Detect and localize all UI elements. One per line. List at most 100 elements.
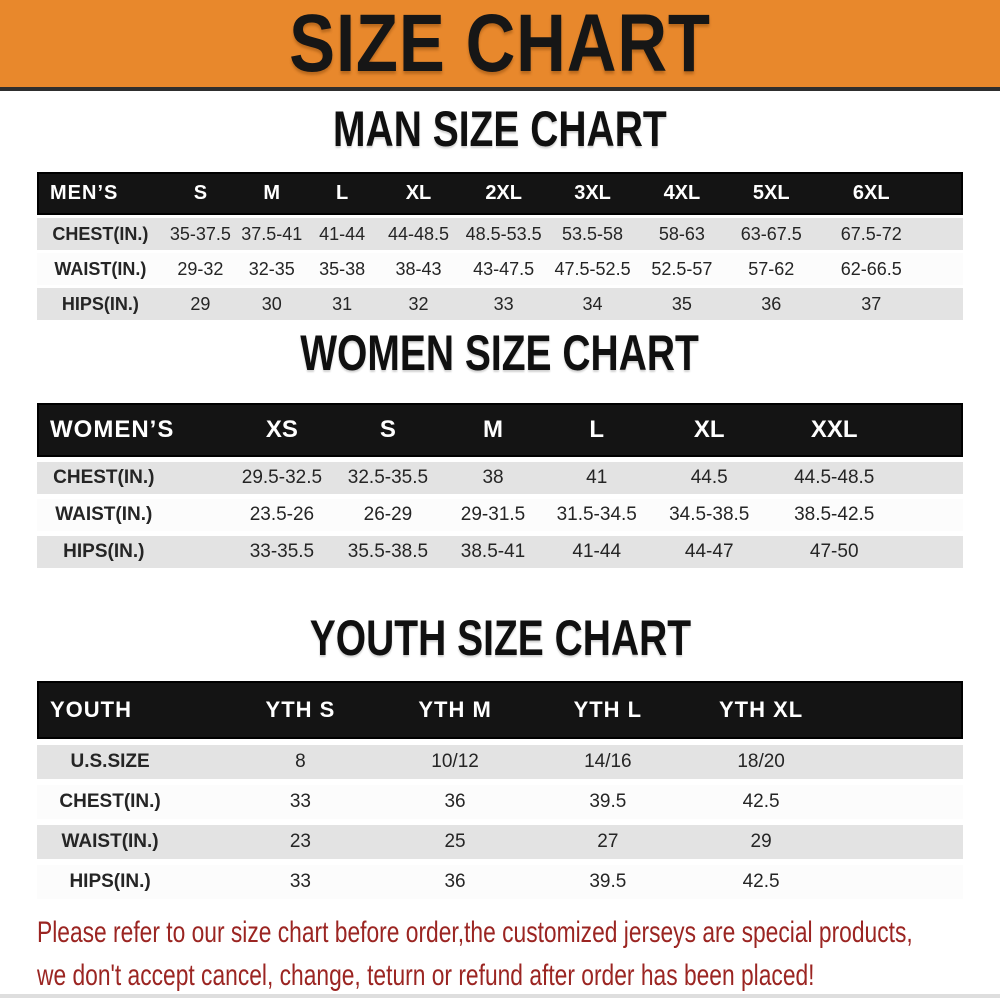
youth-header-label: YOUTH bbox=[37, 681, 223, 739]
size-value: 31 bbox=[306, 288, 378, 320]
size-column-header: 3XL bbox=[548, 172, 637, 215]
size-value: 35-37.5 bbox=[163, 218, 237, 250]
size-value: 44-48.5 bbox=[377, 218, 460, 250]
size-value: 62-66.5 bbox=[815, 253, 927, 285]
row-label: CHEST(IN.) bbox=[37, 218, 164, 250]
size-column-header: S bbox=[334, 403, 442, 457]
size-value: 10/12 bbox=[378, 745, 532, 779]
row-label: U.S.SIZE bbox=[37, 745, 223, 779]
size-column-header: M bbox=[441, 403, 545, 457]
size-value: 23 bbox=[222, 825, 379, 859]
row-label: HIPS(IN.) bbox=[37, 865, 223, 899]
size-value: 41-44 bbox=[544, 536, 650, 568]
size-chart-banner: SIZE CHART bbox=[0, 0, 1000, 91]
size-value: 29.5-32.5 bbox=[229, 462, 335, 494]
size-value: 32.5-35.5 bbox=[334, 462, 442, 494]
size-column-header: S bbox=[163, 172, 237, 215]
size-value: 38.5-42.5 bbox=[769, 499, 900, 531]
banner-title: SIZE CHART bbox=[289, 0, 711, 89]
filler-cell bbox=[837, 745, 963, 779]
size-value: 37 bbox=[815, 288, 927, 320]
womens-header-row: WOMEN’S XS S M L XL XXL bbox=[37, 403, 963, 457]
filler-cell bbox=[899, 499, 963, 531]
size-column-header: YTH L bbox=[531, 681, 685, 739]
man-size-chart-heading-text: MAN SIZE CHART bbox=[333, 101, 667, 157]
womens-header-label: WOMEN’S bbox=[37, 403, 230, 457]
size-value: 35.5-38.5 bbox=[334, 536, 442, 568]
youth-waist-row: WAIST(IN.) 23 25 27 29 bbox=[37, 825, 963, 859]
size-value: 32 bbox=[377, 288, 460, 320]
filler-cell bbox=[899, 536, 963, 568]
womens-hips-row: HIPS(IN.) 33-35.5 35.5-38.5 38.5-41 41-4… bbox=[37, 536, 963, 568]
size-value: 41 bbox=[544, 462, 650, 494]
size-value: 29 bbox=[684, 825, 838, 859]
size-value: 67.5-72 bbox=[815, 218, 927, 250]
size-value: 42.5 bbox=[684, 865, 838, 899]
size-value: 34 bbox=[548, 288, 637, 320]
size-value: 18/20 bbox=[684, 745, 838, 779]
filler-cell bbox=[837, 825, 963, 859]
women-size-chart-heading: WOMEN SIZE CHART bbox=[0, 327, 1000, 379]
size-value: 36 bbox=[726, 288, 816, 320]
youth-ussize-row: U.S.SIZE 8 10/12 14/16 18/20 bbox=[37, 745, 963, 779]
size-value: 44-47 bbox=[649, 536, 770, 568]
size-column-header: YTH S bbox=[222, 681, 379, 739]
size-value: 58-63 bbox=[637, 218, 727, 250]
size-value: 39.5 bbox=[531, 785, 685, 819]
size-value: 36 bbox=[378, 785, 532, 819]
filler-cell bbox=[837, 865, 963, 899]
row-label: WAIST(IN.) bbox=[37, 499, 230, 531]
size-column-header: L bbox=[306, 172, 378, 215]
size-value: 32-35 bbox=[237, 253, 307, 285]
size-value: 41-44 bbox=[306, 218, 378, 250]
filler-cell bbox=[899, 462, 963, 494]
size-column-header: M bbox=[237, 172, 307, 215]
bottom-edge-line bbox=[0, 994, 1000, 998]
size-value: 33 bbox=[222, 785, 379, 819]
mens-header-label: MEN’S bbox=[37, 172, 164, 215]
size-value: 8 bbox=[222, 745, 379, 779]
size-value: 29 bbox=[163, 288, 237, 320]
size-value: 39.5 bbox=[531, 865, 685, 899]
size-value: 33 bbox=[222, 865, 379, 899]
womens-chest-row: CHEST(IN.) 29.5-32.5 32.5-35.5 38 41 44.… bbox=[37, 462, 963, 494]
size-value: 52.5-57 bbox=[637, 253, 727, 285]
size-value: 42.5 bbox=[684, 785, 838, 819]
size-value: 38.5-41 bbox=[441, 536, 545, 568]
header-filler-cell bbox=[926, 172, 963, 215]
size-value: 26-29 bbox=[334, 499, 442, 531]
size-value: 57-62 bbox=[726, 253, 816, 285]
size-value: 48.5-53.5 bbox=[459, 218, 549, 250]
size-value: 38-43 bbox=[377, 253, 460, 285]
footer-line-1: Please refer to our size chart before or… bbox=[37, 916, 913, 949]
filler-cell bbox=[926, 288, 963, 320]
footer-note: Please refer to our size chart before or… bbox=[37, 911, 997, 997]
size-column-header: XL bbox=[649, 403, 770, 457]
mens-header-row: MEN’S S M L XL 2XL 3XL 4XL 5XL 6XL bbox=[37, 172, 963, 215]
size-column-header: 5XL bbox=[726, 172, 816, 215]
size-column-header: L bbox=[544, 403, 650, 457]
womens-size-table: WOMEN’S XS S M L XL XXL CHEST(IN.) 29.5-… bbox=[37, 398, 963, 573]
size-value: 25 bbox=[378, 825, 532, 859]
size-value: 23.5-26 bbox=[229, 499, 335, 531]
size-column-header: YTH XL bbox=[684, 681, 838, 739]
size-value: 53.5-58 bbox=[548, 218, 637, 250]
women-size-chart-heading-text: WOMEN SIZE CHART bbox=[300, 325, 700, 381]
mens-size-table: MEN’S S M L XL 2XL 3XL 4XL 5XL 6XL CHEST… bbox=[37, 169, 963, 323]
size-value: 37.5-41 bbox=[237, 218, 307, 250]
size-value: 35-38 bbox=[306, 253, 378, 285]
header-filler-cell bbox=[837, 681, 963, 739]
size-value: 44.5 bbox=[649, 462, 770, 494]
size-column-header: 4XL bbox=[637, 172, 727, 215]
size-value: 14/16 bbox=[531, 745, 685, 779]
size-column-header: XL bbox=[377, 172, 460, 215]
size-column-header: XXL bbox=[769, 403, 900, 457]
size-value: 47.5-52.5 bbox=[548, 253, 637, 285]
size-value: 34.5-38.5 bbox=[649, 499, 770, 531]
size-column-header: XS bbox=[229, 403, 335, 457]
row-label: HIPS(IN.) bbox=[37, 288, 164, 320]
youth-size-chart-heading: YOUTH SIZE CHART bbox=[0, 612, 1000, 664]
size-value: 38 bbox=[441, 462, 545, 494]
youth-size-chart-heading-text: YOUTH SIZE CHART bbox=[309, 610, 691, 666]
size-column-header: YTH M bbox=[378, 681, 532, 739]
